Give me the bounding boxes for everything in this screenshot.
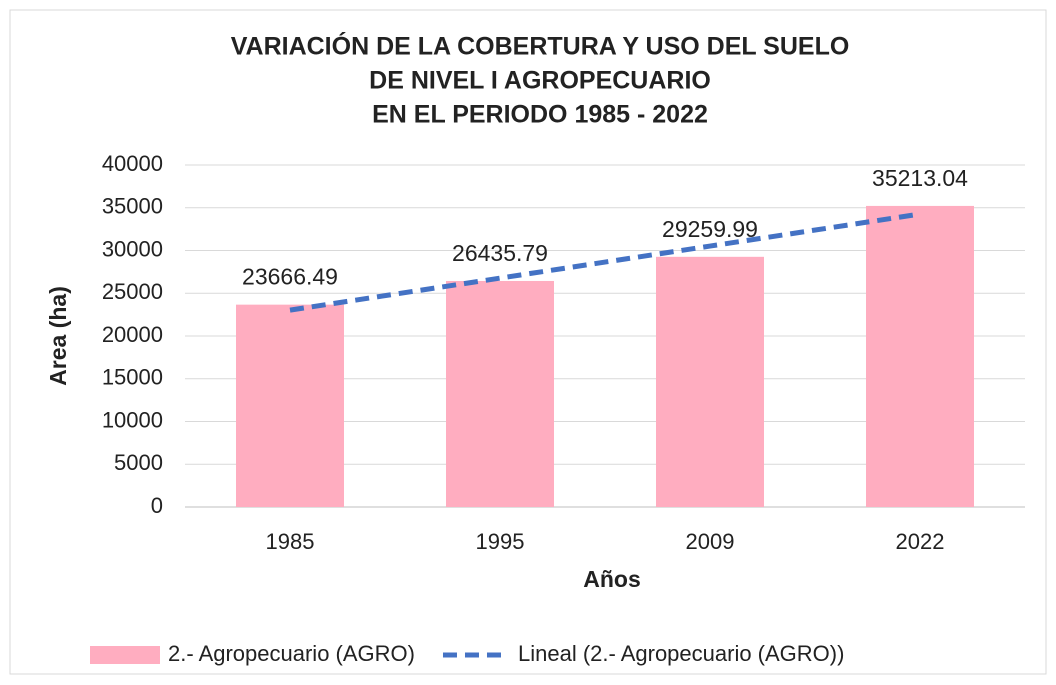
data-label: 23666.49 bbox=[242, 264, 338, 290]
chart-title: VARIACIÓN DE LA COBERTURA Y USO DEL SUEL… bbox=[231, 31, 850, 61]
x-tick-label: 2022 bbox=[896, 529, 945, 554]
chart-title: EN EL PERIODO 1985 - 2022 bbox=[372, 101, 708, 129]
x-axis-title: Años bbox=[583, 566, 641, 592]
data-label: 35213.04 bbox=[872, 165, 968, 191]
trend-line bbox=[289, 211, 921, 313]
y-tick-label: 15000 bbox=[102, 365, 163, 390]
legend-label: 2.- Agropecuario (AGRO) bbox=[168, 641, 415, 666]
legend-label: Lineal (2.- Agropecuario (AGRO)) bbox=[518, 641, 844, 666]
bar bbox=[446, 280, 554, 507]
data-label: 29259.99 bbox=[662, 216, 758, 242]
bar bbox=[866, 205, 974, 507]
y-axis-title: Area (ha) bbox=[45, 286, 71, 386]
x-tick-label: 1985 bbox=[266, 529, 315, 554]
y-tick-label: 10000 bbox=[102, 407, 163, 432]
y-tick-label: 20000 bbox=[102, 322, 163, 347]
y-tick-label: 5000 bbox=[114, 450, 163, 475]
legend-swatch bbox=[90, 646, 160, 664]
x-tick-label: 1995 bbox=[476, 529, 525, 554]
y-tick-label: 40000 bbox=[102, 151, 163, 176]
bar bbox=[656, 256, 764, 507]
y-tick-label: 0 bbox=[151, 493, 163, 518]
chart-title: DE NIVEL I AGROPECUARIO bbox=[369, 67, 711, 95]
y-tick-label: 30000 bbox=[102, 236, 163, 261]
y-tick-label: 25000 bbox=[102, 279, 163, 304]
data-label: 26435.79 bbox=[452, 240, 548, 266]
bar bbox=[236, 304, 344, 507]
x-tick-label: 2009 bbox=[686, 529, 735, 554]
y-tick-label: 35000 bbox=[102, 194, 163, 219]
